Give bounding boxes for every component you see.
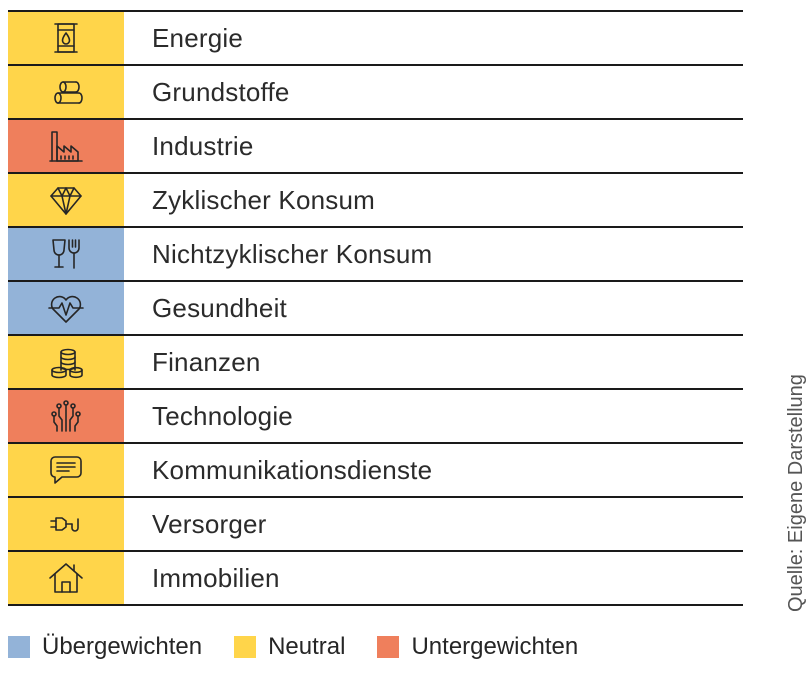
rating-cell (8, 390, 124, 442)
glass-fork-icon (52, 239, 80, 269)
sector-row: Finanzen (8, 336, 743, 390)
power-plug-icon (50, 517, 79, 532)
legend-item: Neutral (234, 633, 345, 661)
sector-row: Grundstoffe (8, 66, 743, 120)
legend-swatch (234, 636, 257, 658)
rating-cell (8, 552, 124, 604)
coins-icon (51, 348, 83, 379)
legend-item: Übergewichten (8, 633, 202, 661)
sector-row: Immobilien (8, 552, 743, 606)
sector-label: Industrie (152, 130, 254, 161)
sector-label: Energie (152, 22, 244, 53)
legend-label: Untergewichten (411, 633, 579, 660)
raw-materials-icon (54, 81, 83, 104)
sector-row: Technologie (8, 390, 743, 444)
house-icon (49, 563, 83, 593)
rating-cell (8, 120, 124, 172)
sector-table: Energie Grundstoffe Industrie Zyklischer Ko… (8, 10, 743, 606)
diamond-icon (50, 187, 82, 215)
source-note: Quelle: Eigene Darstellung (785, 374, 807, 612)
rating-cell (8, 336, 124, 388)
sector-label: Immobilien (152, 562, 280, 593)
legend-swatch (377, 636, 400, 658)
heartbeat-icon (48, 295, 84, 323)
chat-bubble-icon (50, 456, 82, 484)
factory-icon (49, 131, 83, 162)
sector-row: Industrie (8, 120, 743, 174)
sector-label: Versorger (152, 508, 267, 539)
rating-cell (8, 12, 124, 64)
rating-cell (8, 66, 124, 118)
rating-cell (8, 174, 124, 226)
circuit-icon (51, 400, 81, 432)
sector-row: Nichtzyklischer Konsum (8, 228, 743, 282)
sector-row: Gesundheit (8, 282, 743, 336)
legend-swatch (8, 636, 30, 658)
rating-cell (8, 282, 124, 334)
sector-label: Gesundheit (152, 292, 287, 323)
legend: Übergewichten Neutral Untergewichten (8, 632, 610, 662)
sector-label: Grundstoffe (152, 76, 290, 107)
rating-cell (8, 444, 124, 496)
sector-label: Nichtzyklischer Konsum (152, 238, 433, 269)
sector-label: Zyklischer Konsum (152, 184, 376, 215)
sector-label: Technologie (152, 400, 293, 431)
sector-row: Kommunikationsdienste (8, 444, 743, 498)
legend-item: Untergewichten (377, 633, 578, 661)
sector-label: Kommunikationsdienste (152, 454, 433, 485)
rating-cell (8, 228, 124, 280)
sector-row: Energie (8, 12, 743, 66)
legend-label: Neutral (268, 633, 346, 660)
rating-cell (8, 498, 124, 550)
legend-label: Übergewichten (42, 633, 203, 660)
sector-row: Zyklischer Konsum (8, 174, 743, 228)
sector-label: Finanzen (152, 346, 261, 377)
oil-barrel-icon (54, 23, 78, 53)
sector-row: Versorger (8, 498, 743, 552)
